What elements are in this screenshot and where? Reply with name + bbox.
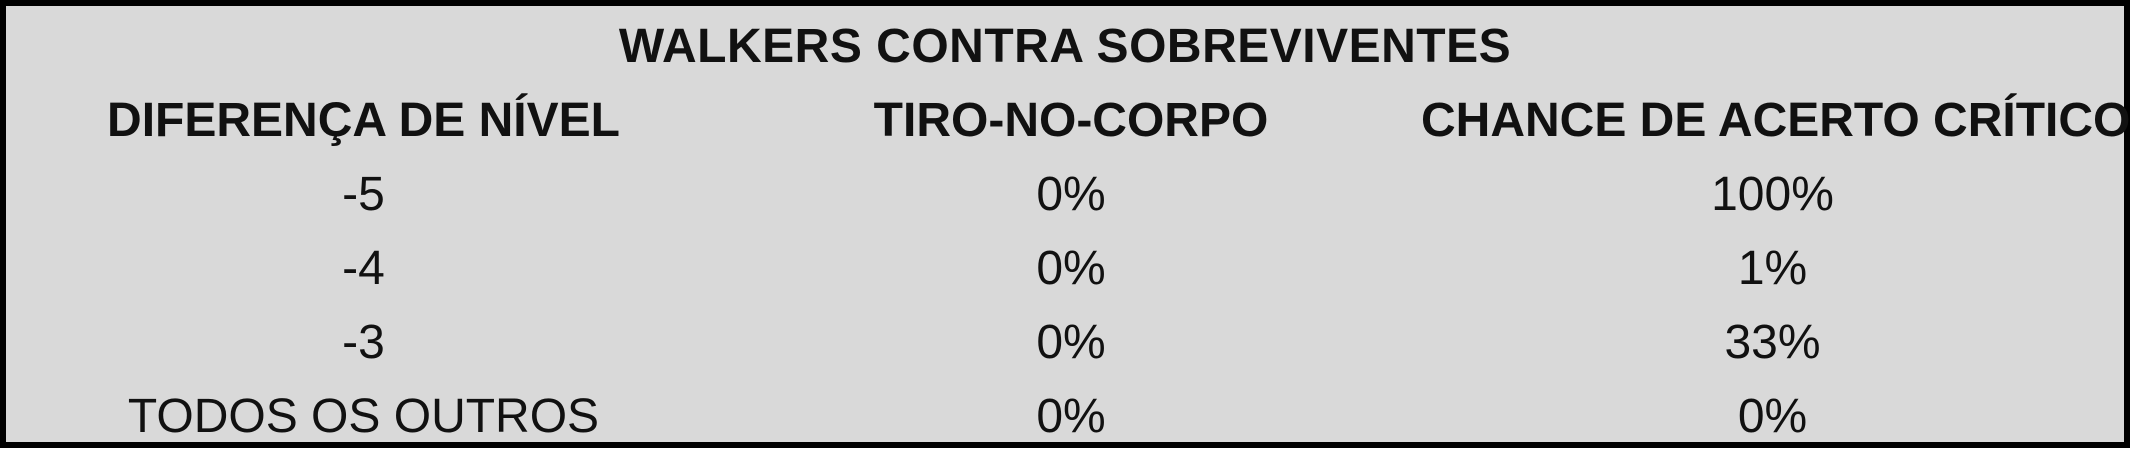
cell-critical-chance: 0% [1737, 390, 1808, 443]
cell-body-shot: 0% [1036, 316, 1106, 369]
table-row: -5 0% 100% [6, 158, 2124, 232]
cell-critical-chance: 33% [1724, 316, 1821, 369]
header-critical-chance: CHANCE DE ACERTO CRÍTICO [1421, 94, 2130, 147]
cell-level-difference: -3 [342, 316, 385, 369]
data-table: DIFERENÇA DE NÍVEL TIRO-NO-CORPO CHANCE … [6, 84, 2130, 454]
cell-body-shot: 0% [1036, 168, 1106, 221]
table-title: WALKERS CONTRA SOBREVIVENTES [618, 20, 1512, 73]
cell-critical-chance: 1% [1737, 242, 1808, 295]
cell-level-difference: -5 [342, 168, 385, 221]
cell-body-shot: 0% [1036, 242, 1106, 295]
cell-body-shot: 0% [1036, 390, 1106, 443]
table-row: -4 0% 1% [6, 232, 2124, 306]
cell-level-difference: TODOS OS OUTROS [127, 390, 600, 443]
header-body-shot: TIRO-NO-CORPO [873, 94, 1269, 147]
table-row: -3 0% 33% [6, 306, 2124, 380]
cell-level-difference: -4 [342, 242, 385, 295]
cell-critical-chance: 100% [1711, 168, 1834, 221]
header-level-difference: DIFERENÇA DE NÍVEL [107, 94, 620, 147]
header-row: DIFERENÇA DE NÍVEL TIRO-NO-CORPO CHANCE … [6, 84, 2130, 158]
table-row: TODOS OS OUTROS 0% 0% [6, 380, 2124, 454]
